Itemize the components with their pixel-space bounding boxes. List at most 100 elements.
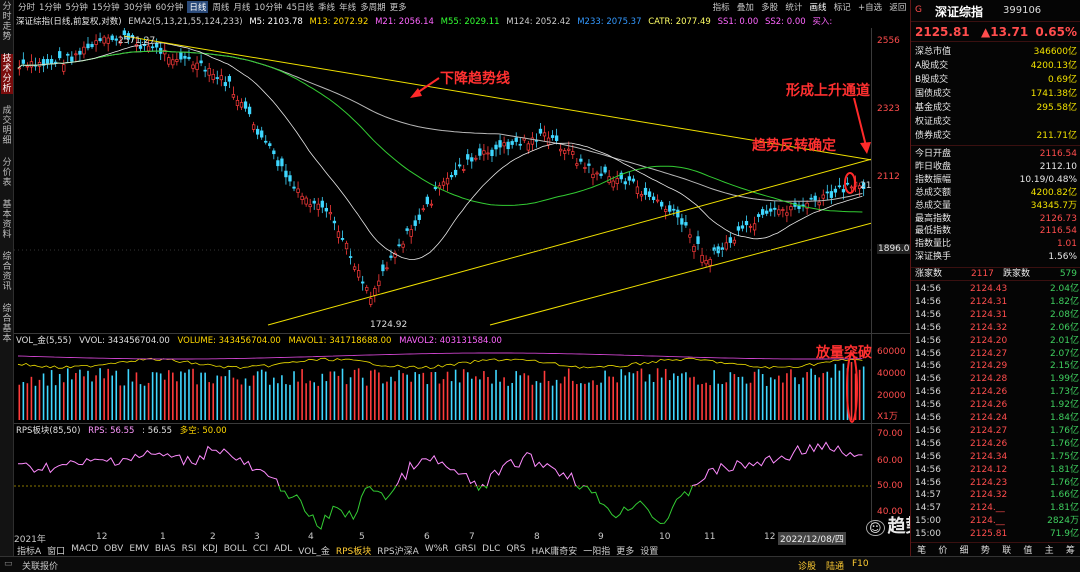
panel-view-button[interactable]: 细 bbox=[959, 546, 969, 556]
tick-time: 14:56 bbox=[915, 309, 941, 320]
side-tab[interactable]: 成交明细 bbox=[2, 106, 12, 146]
linked-quote-label[interactable]: 关联报价 bbox=[22, 562, 59, 572]
candle-body bbox=[251, 124, 256, 130]
panel-view-button[interactable]: 筹 bbox=[1065, 546, 1075, 556]
candle-body bbox=[62, 64, 66, 72]
side-tab[interactable]: 技术分析 bbox=[1, 54, 13, 94]
indicator-tab[interactable]: 设置 bbox=[640, 547, 659, 557]
indicator-tab[interactable]: HAK庸奇安 bbox=[531, 547, 578, 557]
toolbar-button[interactable]: 标记 bbox=[833, 3, 851, 13]
panel-view-button[interactable]: 势 bbox=[980, 546, 990, 556]
indicator-tab[interactable]: 窗口 bbox=[47, 547, 66, 557]
period-tab[interactable]: 5分钟 bbox=[65, 3, 88, 13]
kline-chart[interactable]: 2571.27 1724.92 21 bbox=[14, 28, 872, 532]
candle-body bbox=[429, 203, 434, 206]
panel-view-button[interactable]: 主 bbox=[1044, 546, 1054, 556]
indicator-tab[interactable]: 一阳指 bbox=[583, 547, 611, 557]
status-left-icon[interactable]: ▭ bbox=[4, 559, 13, 569]
price-change-pct: 0.65% bbox=[1035, 25, 1077, 39]
candle-body bbox=[203, 69, 207, 72]
period-tab[interactable]: 季线 bbox=[318, 3, 336, 13]
period-tab[interactable]: 45日线 bbox=[286, 3, 315, 13]
period-tab[interactable]: 1分钟 bbox=[39, 3, 62, 13]
side-tab[interactable]: 综合基本 bbox=[2, 304, 12, 344]
period-tab[interactable]: 日线 bbox=[187, 1, 209, 13]
stat-value: 4200.13亿 bbox=[1030, 61, 1077, 71]
candle-body bbox=[837, 185, 842, 188]
toolbar-button[interactable]: 画线 bbox=[809, 3, 827, 13]
period-tab[interactable]: 10分钟 bbox=[254, 3, 283, 13]
indicator-tab[interactable]: RPS板块 bbox=[335, 547, 372, 557]
candle-body bbox=[542, 132, 547, 137]
candle-body bbox=[344, 242, 349, 250]
indicator-tab[interactable]: EMV bbox=[129, 544, 149, 554]
candle-body bbox=[680, 218, 684, 225]
candle-body bbox=[603, 166, 607, 173]
period-tab[interactable]: 60分钟 bbox=[155, 3, 184, 13]
status-item-connect[interactable]: 陆通 bbox=[826, 562, 845, 572]
indicator-tab[interactable]: CCI bbox=[252, 544, 269, 554]
period-tab[interactable]: 多周期 bbox=[360, 3, 386, 13]
toolbar-button[interactable]: 返回 bbox=[889, 3, 907, 13]
indicator-tab[interactable]: MACD bbox=[71, 544, 99, 554]
rps-tick: 60.00 bbox=[877, 456, 903, 466]
indicator-tab[interactable]: VOL_金 bbox=[298, 547, 330, 557]
tick-price: 2124.32 bbox=[970, 322, 1008, 333]
candle-body bbox=[280, 158, 284, 167]
time-tick: 5 bbox=[359, 532, 365, 542]
tick-row: 15:00 2124.__ 2824万 bbox=[915, 515, 1080, 527]
stat-label: 权证成交 bbox=[915, 117, 952, 127]
period-tab[interactable]: 30分钟 bbox=[123, 3, 152, 13]
candle-body bbox=[478, 148, 482, 156]
period-tab[interactable]: 更多 bbox=[389, 3, 407, 13]
indicator-tab[interactable]: GRSI bbox=[454, 544, 477, 554]
tick-amount: 1.81亿 bbox=[1049, 464, 1079, 475]
candle-body bbox=[575, 163, 579, 166]
panel-view-button[interactable]: 值 bbox=[1023, 546, 1033, 556]
candle-body bbox=[187, 56, 191, 60]
tick-row: 15:00 2125.81 71.9亿 bbox=[915, 528, 1080, 540]
side-tab[interactable]: 分价表 bbox=[2, 158, 12, 188]
indicator-tab[interactable]: 指标A bbox=[17, 547, 42, 557]
period-tab[interactable]: 年线 bbox=[339, 3, 357, 13]
candle-body bbox=[732, 239, 737, 244]
panel-view-button[interactable]: 笔 bbox=[917, 546, 927, 556]
time-tick: 9 bbox=[598, 532, 604, 542]
indicator-tab[interactable]: W%R bbox=[424, 544, 449, 554]
tick-time: 14:56 bbox=[915, 438, 941, 449]
side-tab[interactable]: 基本资料 bbox=[2, 200, 12, 240]
indicator-tab[interactable]: BOLL bbox=[223, 544, 247, 554]
candle-body bbox=[809, 197, 813, 200]
indicator-tab[interactable]: RSI bbox=[181, 544, 197, 554]
candle-body bbox=[328, 212, 333, 215]
tick-price: 2124.43 bbox=[970, 284, 1008, 295]
candle-body bbox=[530, 137, 535, 145]
indicator-tab[interactable]: DLC bbox=[482, 544, 501, 554]
stat-label: 指数量比 bbox=[915, 239, 952, 250]
candle-body bbox=[155, 43, 159, 48]
indicator-tab[interactable]: OBV bbox=[104, 544, 124, 554]
panel-view-button[interactable]: 价 bbox=[938, 546, 948, 556]
indicator-tab[interactable]: KDJ bbox=[202, 544, 218, 554]
side-tab[interactable]: 综合资讯 bbox=[2, 252, 12, 292]
toolbar-button[interactable]: 指标 bbox=[712, 3, 730, 13]
indicator-tab[interactable]: ADL bbox=[274, 544, 293, 554]
toolbar-button[interactable]: 叠加 bbox=[736, 3, 754, 13]
side-tab[interactable]: 分时走势 bbox=[2, 2, 12, 42]
period-tab[interactable]: 月线 bbox=[233, 3, 251, 13]
indicator-tab[interactable]: BIAS bbox=[154, 544, 176, 554]
period-tab[interactable]: 周线 bbox=[212, 3, 230, 13]
period-tab[interactable]: 15分钟 bbox=[91, 3, 120, 13]
toolbar-button[interactable]: +自选 bbox=[858, 3, 883, 13]
tick-amount: 1.66亿 bbox=[1049, 490, 1079, 501]
indicator-tab[interactable]: 更多 bbox=[616, 547, 635, 557]
toolbar-button[interactable]: 统计 bbox=[785, 3, 803, 13]
status-item-diagnose[interactable]: 诊股 bbox=[798, 562, 817, 572]
panel-view-button[interactable]: 联 bbox=[1002, 546, 1012, 556]
period-tab[interactable]: 分时 bbox=[18, 3, 36, 13]
status-item-f10[interactable]: F10 bbox=[852, 559, 869, 569]
indicator-tab[interactable]: RPS沪深A bbox=[377, 547, 419, 557]
toolbar-button[interactable]: 多股 bbox=[761, 3, 779, 13]
indicator-tab[interactable]: QRS bbox=[506, 544, 526, 554]
tick-price: 2124.26 bbox=[970, 387, 1008, 398]
